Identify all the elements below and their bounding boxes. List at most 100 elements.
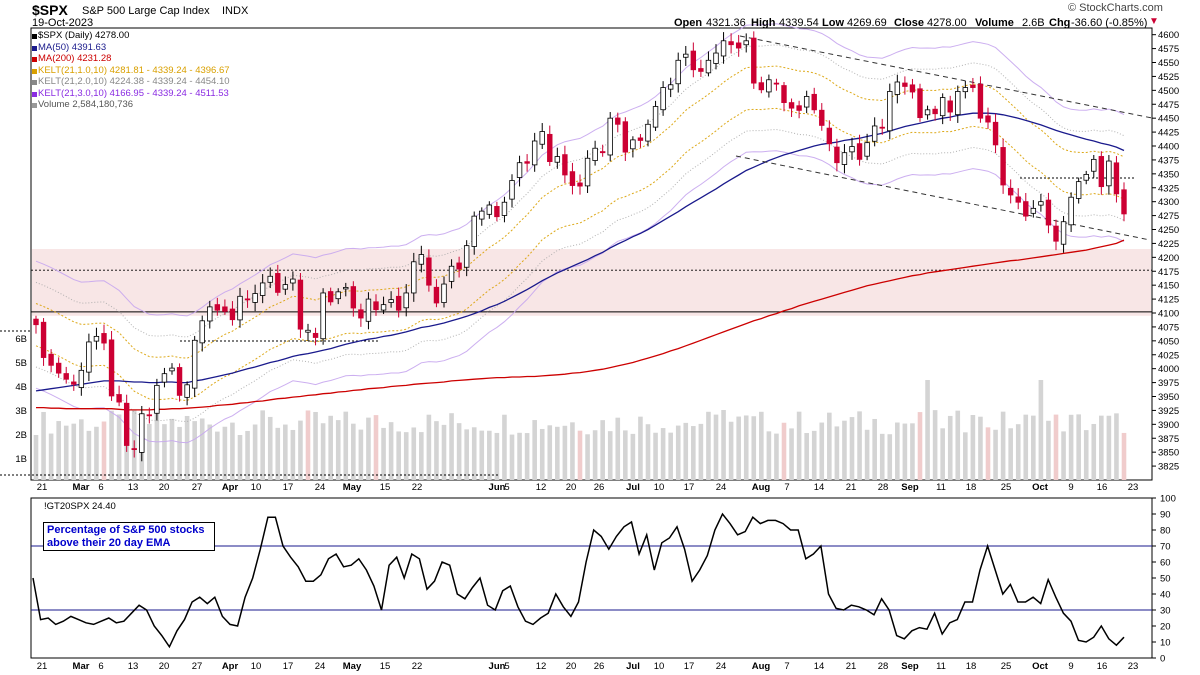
- candle-body: [169, 367, 175, 372]
- x-tick-label: 28: [878, 482, 889, 493]
- candle-body: [1060, 221, 1067, 245]
- high-label: High: [751, 17, 776, 29]
- candle-body: [343, 286, 349, 290]
- x-tick-label: 12: [536, 661, 547, 672]
- volume-bar: [441, 424, 447, 480]
- volume-bar: [33, 435, 39, 480]
- volume-bar: [532, 420, 537, 480]
- candle-body: [637, 137, 644, 141]
- candle-body: [584, 157, 591, 187]
- y-tick-label: 4575: [1158, 44, 1179, 55]
- keltner-band-line: [35, 150, 1125, 444]
- candle-body: [871, 125, 878, 142]
- volume-bar: [993, 429, 998, 480]
- legend-ma50: MA(50) 4391.63: [38, 42, 107, 53]
- volume-bar: [539, 428, 545, 480]
- candle-body: [40, 321, 47, 358]
- volume-bar: [963, 432, 968, 480]
- candle-body: [131, 448, 137, 450]
- trend-channel-upper: [739, 35, 1153, 119]
- volume-bar: [162, 424, 167, 480]
- volume-bar: [41, 411, 46, 480]
- y-tick-label: 4600: [1158, 30, 1179, 41]
- candle-body: [207, 306, 213, 322]
- x-tick-label: May: [343, 661, 362, 672]
- x-tick-label: 13: [128, 482, 139, 493]
- volume-bar: [887, 434, 893, 480]
- breadth-note: Percentage of S&P 500 stocks above their…: [43, 522, 215, 551]
- y-tick-label: 3825: [1158, 462, 1179, 473]
- volume-bar: [1061, 431, 1066, 480]
- candle-body: [433, 286, 440, 304]
- volume-bar: [252, 424, 258, 480]
- x-tick-label: Oct: [1032, 661, 1049, 672]
- volume-bar: [834, 426, 840, 480]
- y-tick-label: 4050: [1158, 336, 1179, 347]
- candle-body: [962, 87, 969, 93]
- chg-label: Chg: [1049, 17, 1071, 29]
- volume-bar: [555, 426, 560, 480]
- x-tick-label: 23: [1128, 661, 1139, 672]
- volume-bar: [766, 431, 772, 480]
- volume-bar: [660, 428, 666, 480]
- volume-bar: [471, 427, 477, 480]
- candle-body: [380, 304, 387, 311]
- candle-body: [720, 40, 727, 57]
- x-tick-label: 5: [504, 661, 509, 672]
- candle-body: [312, 332, 319, 338]
- x-tick-label: 10: [654, 661, 665, 672]
- y-tick-label: 4075: [1158, 322, 1179, 333]
- candle-body: [358, 309, 364, 319]
- y-tick-label: 4200: [1158, 253, 1179, 264]
- candle-body: [849, 146, 855, 153]
- volume-bar: [479, 430, 485, 480]
- close-label: Close: [894, 17, 924, 29]
- volume-bar: [1106, 415, 1112, 480]
- volume-bar: [736, 416, 741, 480]
- index-name: S&P 500 Large Cap Index: [82, 5, 210, 17]
- volume-bar: [547, 425, 553, 480]
- volume-bar: [607, 431, 613, 480]
- candle-body: [819, 109, 825, 126]
- x-tick-label: Apr: [222, 661, 239, 672]
- candle-body: [244, 298, 251, 301]
- x-tick-label: 16: [1097, 661, 1108, 672]
- candle-body: [758, 82, 765, 91]
- volume-bar: [721, 410, 726, 480]
- candle-body: [426, 257, 432, 286]
- volume-bar: [116, 414, 122, 480]
- x-tick-label: 21: [37, 661, 48, 672]
- candle-body: [267, 275, 273, 283]
- volume-bar: [668, 432, 673, 480]
- x-tick-label: 6: [98, 661, 103, 672]
- low-value: 4269.69: [847, 17, 887, 29]
- candle-body: [222, 306, 228, 312]
- candle-body: [902, 82, 908, 87]
- candle-body: [977, 83, 984, 119]
- volume-bar: [237, 434, 243, 480]
- x-tick-label: 22: [412, 482, 423, 493]
- lower-y-tick-label: 100: [1160, 494, 1176, 505]
- volume-bar: [562, 425, 568, 480]
- candle-body: [191, 339, 198, 389]
- candle-body: [411, 261, 417, 294]
- lower-y-tick-label: 10: [1160, 638, 1171, 649]
- keltner-band-line: [35, 65, 1125, 359]
- volume-bar: [1046, 420, 1051, 480]
- y-tick-label: 4400: [1158, 142, 1179, 153]
- volume-bar: [373, 415, 379, 480]
- volume-bar: [683, 422, 689, 480]
- lower-y-tick-label: 60: [1160, 558, 1171, 569]
- candle-body: [713, 52, 719, 64]
- candle-body: [924, 109, 931, 116]
- x-tick-label: 16: [1097, 482, 1108, 493]
- candle-body: [705, 59, 712, 74]
- candle-body: [237, 295, 243, 321]
- candle-body: [1068, 196, 1074, 226]
- y-tick-label: 3925: [1158, 406, 1179, 417]
- x-tick-label: 5: [504, 482, 509, 493]
- y-tick-label: 4225: [1158, 239, 1179, 250]
- candle-body: [887, 91, 893, 132]
- candle-body: [592, 147, 598, 161]
- volume-bar: [1023, 414, 1029, 480]
